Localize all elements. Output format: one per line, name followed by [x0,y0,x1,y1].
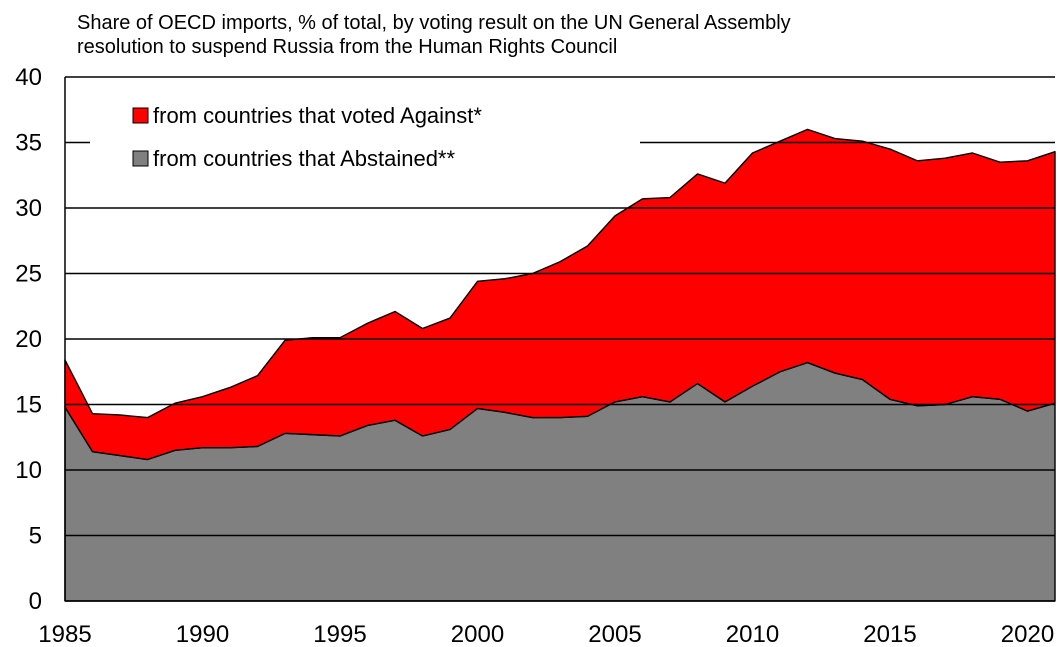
legend: from countries that voted Against* from c… [90,94,640,184]
y-tick-label: 5 [29,523,42,550]
y-tick-label: 15 [15,392,42,419]
y-tick-label: 40 [15,64,42,91]
y-tick-label: 25 [15,261,42,288]
y-tick-label: 10 [15,457,42,484]
chart-title-line-2: resolution to suspend Russia from the Hu… [77,36,618,58]
area-layer [64,128,1056,602]
legend-label: from countries that voted Against* [153,103,482,128]
chart-title-line-1: Share of OECD imports, % of total, by vo… [77,12,791,34]
x-tick-label: 2005 [588,621,641,647]
legend-swatch [132,150,149,167]
x-tick-label: 1995 [313,621,366,647]
area-series-1 [64,128,1056,461]
x-tick-label: 1990 [176,621,229,647]
x-tick-label: 2000 [451,621,504,647]
y-tick-label: 0 [29,588,42,615]
y-tick-label: 30 [15,195,42,222]
x-axis-ticks: 1985 1990 1995 2000 2005 2010 2015 2020 [38,621,1054,647]
axes [64,77,1055,602]
x-tick-label: 2020 [1001,621,1054,647]
legend-background [90,94,640,184]
chart-title: Share of OECD imports, % of total, by vo… [77,11,1047,59]
y-axis-ticks: 0 5 10 15 20 25 30 35 40 [15,64,42,615]
x-tick-label: 2015 [863,621,916,647]
legend-swatch [132,107,149,124]
x-tick-label: 1985 [38,621,91,647]
x-tick-label: 2010 [726,621,779,647]
y-tick-label: 20 [15,326,42,353]
legend-label: from countries that Abstained** [153,146,455,171]
y-tick-label: 35 [15,130,42,157]
